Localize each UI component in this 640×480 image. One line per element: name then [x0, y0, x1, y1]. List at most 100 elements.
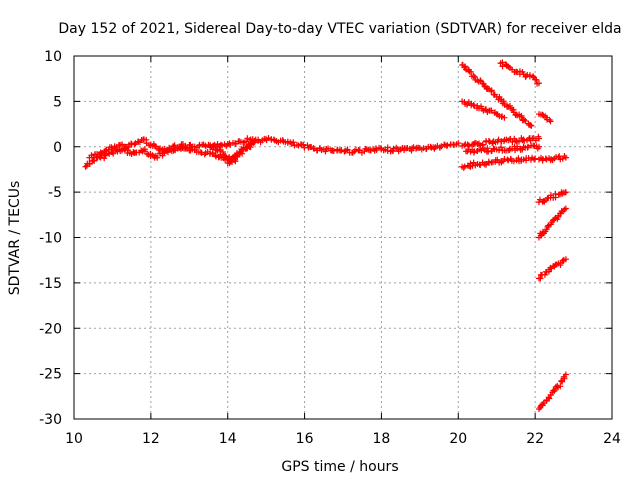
data-point — [510, 158, 517, 165]
y-tick-label: -15 — [39, 276, 62, 292]
y-tick-labels: 10 5 0 -5 -10 -15 -20 -25 -30 — [39, 49, 62, 428]
data-point — [90, 154, 97, 161]
x-tick-label: 24 — [603, 431, 621, 447]
data-point — [344, 146, 351, 153]
data-point — [559, 190, 566, 197]
data-point — [108, 146, 115, 153]
y-tick-label: 0 — [53, 140, 62, 156]
data-point — [518, 112, 525, 119]
data-point — [247, 141, 254, 148]
data-point — [546, 395, 553, 402]
data-point — [562, 189, 569, 196]
series-streak-lower-2 — [535, 205, 569, 241]
data-point — [521, 116, 528, 123]
data-point — [470, 72, 477, 79]
y-axis-label: SDTVAR / TECUs — [7, 181, 23, 296]
data-point — [251, 139, 258, 146]
x-tick-label: 10 — [65, 431, 83, 447]
x-tick-label: 20 — [449, 431, 467, 447]
data-point — [488, 107, 495, 114]
series-streak-lower-3 — [535, 256, 569, 282]
data-point — [557, 383, 564, 390]
series-segment-20-22-mid — [462, 142, 542, 156]
data-point — [300, 141, 307, 148]
data-point — [527, 122, 534, 129]
data-point — [555, 213, 562, 220]
data-point — [233, 152, 240, 159]
y-tick-label: -10 — [39, 231, 62, 247]
series-segment-22-23-flat — [535, 153, 569, 164]
data-point — [562, 205, 569, 212]
series-streak-lower-4 — [535, 371, 569, 413]
data-point — [528, 122, 535, 129]
data-point — [216, 146, 223, 153]
data-point — [125, 147, 132, 154]
data-point — [219, 149, 226, 156]
data-point — [524, 144, 531, 151]
data-point — [437, 144, 444, 151]
data-point — [197, 149, 204, 156]
data-point — [290, 139, 297, 146]
grid — [74, 56, 612, 419]
y-tick-label: -25 — [39, 367, 62, 383]
data-point — [547, 118, 554, 125]
series-streak-lower-1 — [535, 189, 569, 206]
data-point — [535, 143, 542, 150]
chart-title: Day 152 of 2021, Sidereal Day-to-day VTE… — [58, 21, 621, 37]
data-point — [512, 137, 519, 144]
data-point — [384, 144, 391, 151]
data-point — [460, 164, 467, 171]
y-tick-label: 10 — [44, 49, 62, 65]
series-main-band-b — [86, 141, 239, 165]
data-point — [500, 98, 507, 105]
data-point — [533, 76, 540, 83]
data-point — [222, 152, 229, 159]
y-tick-label: -30 — [39, 412, 62, 428]
data-point — [341, 148, 348, 155]
x-tick-label: 12 — [142, 431, 160, 447]
data-point — [562, 256, 569, 263]
data-point — [490, 145, 497, 152]
y-tick-label: 5 — [53, 94, 62, 110]
data-point — [151, 143, 158, 150]
axis-ticks — [73, 55, 613, 420]
data-point — [561, 189, 568, 196]
y-tick-label: -20 — [39, 321, 62, 337]
x-axis-label: GPS time / hours — [281, 459, 398, 475]
data-point — [530, 73, 537, 80]
data-point — [244, 144, 251, 151]
data-point — [556, 153, 563, 160]
x-tick-label: 14 — [219, 431, 237, 447]
data-point — [562, 371, 569, 378]
data-point — [483, 106, 490, 113]
data-point — [521, 137, 528, 144]
data-point — [532, 137, 539, 144]
data-point — [494, 156, 501, 163]
data-point — [535, 80, 542, 87]
series-dip-14b — [224, 141, 254, 167]
x-tick-label: 18 — [373, 431, 391, 447]
data-point — [501, 114, 508, 121]
x-tick-labels: 10 12 14 16 18 20 22 24 — [65, 431, 621, 447]
data-point — [484, 145, 491, 152]
series-streak-upper-1 — [459, 61, 535, 129]
data-point — [82, 163, 89, 170]
data-point — [118, 142, 125, 149]
data-point — [467, 69, 474, 76]
data-point — [535, 135, 542, 142]
data-point — [532, 155, 539, 162]
x-tick-label: 16 — [296, 431, 314, 447]
data-point — [230, 156, 237, 163]
data-point — [484, 85, 491, 92]
data-point — [455, 140, 462, 147]
data-point — [110, 150, 117, 157]
data-point — [562, 154, 569, 161]
data-point — [525, 143, 532, 150]
series-streak-upper-2 — [459, 98, 508, 121]
data-point — [102, 148, 109, 155]
series-streak-upper-3 — [497, 59, 542, 87]
x-tick-label: 22 — [526, 431, 544, 447]
series-segment-20-22-top — [459, 133, 542, 150]
data-point — [231, 155, 238, 162]
